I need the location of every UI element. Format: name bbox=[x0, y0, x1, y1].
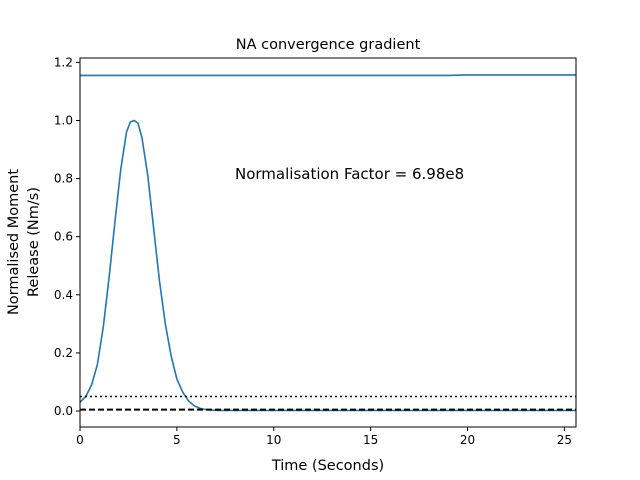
x-tick-label: 20 bbox=[460, 433, 475, 447]
axis-ticks: 0 5 10 15 20 25 0.0 0.2 0.4 0.6 0.8 1.0 1.2 bbox=[54, 55, 572, 447]
y-tick-label: 0.0 bbox=[54, 404, 73, 418]
y-axis-label-line-1: Normalised Moment bbox=[6, 169, 22, 315]
plot-area bbox=[79, 74, 576, 412]
y-tick-label: 0.4 bbox=[54, 288, 73, 302]
x-tick-label: 25 bbox=[557, 433, 572, 447]
x-tick-label: 10 bbox=[266, 433, 281, 447]
axes-frame bbox=[79, 57, 577, 428]
y-tick-label: 1.2 bbox=[54, 55, 73, 69]
y-tick-label: 0.6 bbox=[54, 230, 73, 244]
x-axis-label: Time (Seconds) bbox=[271, 458, 384, 474]
chart-title: NA convergence gradient bbox=[236, 37, 421, 53]
normalisation-annotation: Normalisation Factor = 6.98e8 bbox=[235, 165, 464, 183]
series-line-solid-1 bbox=[80, 74, 576, 77]
y-axis-label-line-2: Release (Nm/s) bbox=[26, 187, 42, 297]
y-tick-label: 0.8 bbox=[54, 172, 73, 186]
x-tick-label: 0 bbox=[76, 433, 84, 447]
y-tick-label: 1.0 bbox=[54, 113, 73, 127]
x-tick-label: 15 bbox=[363, 433, 378, 447]
y-tick-label: 0.2 bbox=[54, 346, 73, 360]
x-tick-label: 5 bbox=[173, 433, 181, 447]
